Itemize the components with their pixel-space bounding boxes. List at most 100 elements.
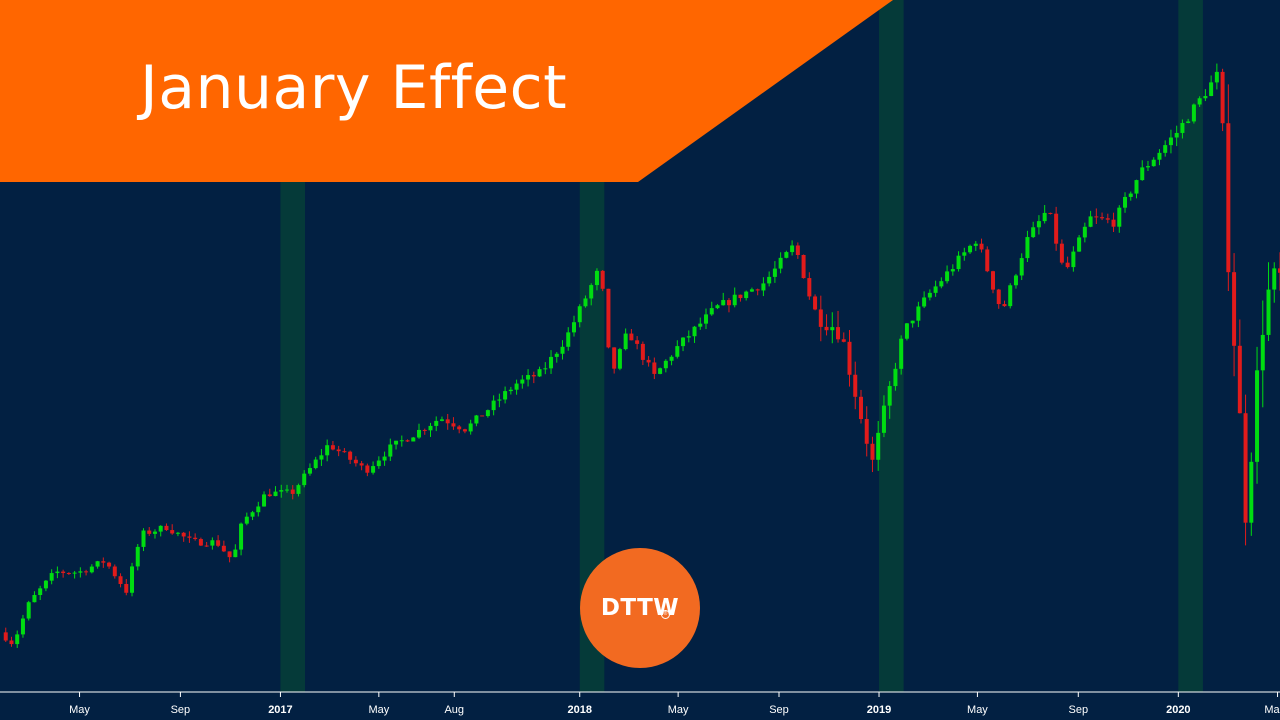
candle-body [899, 338, 904, 369]
x-axis-ticks: May Sep 2017 May Aug 2018 May Sep 2019 May Sep 2020… [69, 692, 1280, 716]
candle-body [394, 440, 399, 445]
candle-body [1140, 167, 1145, 181]
candle-body [503, 391, 508, 400]
candle-body [950, 269, 955, 272]
candle-body [388, 444, 393, 457]
candle-body [112, 566, 117, 577]
candle-body [15, 634, 20, 645]
candle-body [1031, 227, 1036, 238]
candle-body [1249, 461, 1254, 523]
candle-body [227, 551, 232, 558]
candle-body [1054, 213, 1059, 244]
candle-body [428, 425, 433, 431]
january-highlight [1178, 0, 1203, 692]
candle-body [1082, 226, 1087, 238]
candle-body [256, 506, 261, 513]
candle-body [623, 333, 628, 350]
x-tick-label: May [668, 704, 689, 716]
x-tick-label: May [368, 704, 389, 716]
candle-body [147, 530, 152, 534]
candle-body [853, 374, 858, 397]
candle-body [296, 485, 301, 494]
x-tick-label: Sep [769, 704, 789, 716]
candle-body [1042, 212, 1047, 222]
candle-body [612, 347, 617, 369]
candle-body [55, 571, 60, 574]
candle-body [571, 322, 576, 333]
candle-body [778, 257, 783, 269]
candle-body [451, 423, 456, 427]
candle-body [135, 546, 140, 567]
candle-body [457, 426, 462, 430]
candle-body [158, 525, 163, 532]
candle-body [267, 494, 272, 497]
candle-body [1036, 221, 1041, 228]
candle-body [1094, 216, 1099, 218]
candle-body [9, 640, 14, 645]
candle-body [250, 512, 255, 517]
candle-body [543, 368, 548, 370]
candle-body [497, 399, 502, 401]
candle-body [732, 294, 737, 306]
candle-body [181, 532, 186, 537]
candle-body [330, 445, 335, 450]
candle-body [1071, 251, 1076, 268]
candle-body [704, 314, 709, 324]
candle-body [870, 443, 875, 460]
candle-body [411, 437, 416, 442]
candle-body [1088, 216, 1093, 227]
candle-body [795, 245, 800, 255]
candle-body [658, 368, 663, 374]
candle-body [353, 459, 358, 464]
candle-body [554, 353, 559, 357]
candle-body [904, 323, 909, 339]
candles [3, 63, 1280, 648]
candle-body [1059, 243, 1064, 263]
x-tick-label: 2018 [567, 704, 591, 716]
candle-body [61, 571, 66, 574]
candle-body [1105, 218, 1110, 220]
candle-body [589, 285, 594, 299]
candle-body [434, 420, 439, 426]
candle-body [1157, 152, 1162, 160]
candle-body [1002, 304, 1007, 307]
candle-body [405, 440, 410, 442]
candle-body [439, 419, 444, 421]
candle-body [830, 327, 835, 331]
candle-body [32, 595, 37, 603]
x-tick-label: May [69, 704, 90, 716]
candle-body [279, 490, 284, 492]
candle-body [807, 278, 812, 297]
candle-body [726, 300, 731, 306]
candle-body [348, 451, 353, 460]
candle-body [198, 539, 203, 546]
candle-body [107, 562, 112, 567]
candle-body [319, 455, 324, 460]
candle-body [307, 468, 312, 474]
candle-body [767, 276, 772, 284]
candle-body [520, 379, 525, 384]
x-tick-label: Ma [1264, 704, 1280, 716]
candle-body [715, 305, 720, 309]
candle-body [124, 583, 129, 593]
candle-body [646, 359, 651, 363]
candle-body [927, 292, 932, 298]
candle-body [1019, 258, 1024, 276]
candle-body [1191, 104, 1196, 122]
candle-body [141, 530, 146, 547]
candle-body [813, 296, 818, 310]
candle-body [43, 580, 48, 589]
candle-body [1226, 123, 1231, 273]
candle-body [273, 491, 278, 497]
candle-body [1065, 262, 1070, 268]
candle-body [577, 306, 582, 323]
candle-body [152, 531, 157, 534]
candle-body [663, 360, 668, 369]
candle-body [1209, 82, 1214, 97]
candle-body [749, 289, 754, 292]
candle-body [692, 326, 697, 337]
candle-body [560, 346, 565, 354]
candle-body [836, 327, 841, 340]
candle-body [526, 375, 531, 380]
candle-body [1013, 275, 1018, 286]
